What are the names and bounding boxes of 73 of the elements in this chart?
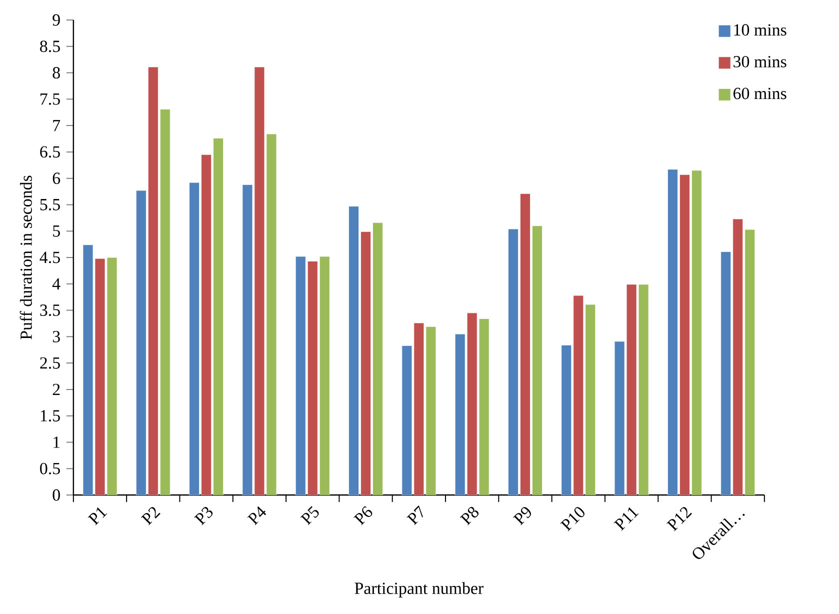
bar	[720, 251, 732, 495]
bar	[454, 334, 466, 495]
bar	[744, 229, 756, 495]
legend-label: 30 mins	[734, 56, 786, 68]
bar	[478, 318, 490, 495]
bar	[189, 182, 200, 495]
bar	[561, 344, 572, 495]
y-tick-label: 6.5	[40, 146, 60, 158]
bar	[466, 312, 478, 495]
y-tick-label: 8	[52, 67, 60, 78]
bar	[426, 326, 436, 495]
y-tick-label: 0.5	[40, 462, 60, 474]
y-tick-label: 2.5	[40, 357, 60, 369]
x-tick-label: P11	[614, 507, 639, 531]
bar	[360, 231, 371, 495]
x-tick-label: P3	[194, 507, 213, 526]
x-tick-label: P10	[560, 507, 584, 532]
y-axis-title: Puff duration in seconds	[20, 176, 32, 340]
bar	[520, 193, 530, 495]
bar	[319, 256, 330, 495]
bar	[254, 66, 265, 495]
y-tick-label: 3	[52, 330, 60, 342]
bar	[106, 257, 118, 495]
y-tick-label: 1	[54, 436, 60, 448]
legend-label: 10 mins	[734, 24, 786, 36]
y-tick-label: 8.5	[40, 40, 60, 52]
x-tick-label: P5	[300, 506, 319, 526]
bar	[732, 218, 744, 495]
x-tick-label: P7	[406, 505, 423, 526]
bar	[242, 184, 253, 495]
x-axis-title: Participant number	[354, 582, 484, 598]
x-tick-label: P6	[354, 506, 372, 526]
bar	[372, 222, 383, 495]
x-tick-label: P4	[247, 506, 266, 526]
y-tick-label: 7	[53, 120, 60, 132]
bar	[148, 66, 158, 495]
bar	[213, 138, 224, 495]
y-tick-label: 5	[53, 225, 60, 237]
bar	[692, 170, 702, 495]
x-tick-label: P1	[88, 507, 108, 526]
y-tick-label: 0	[52, 489, 60, 501]
y-tick-label: 2	[52, 384, 60, 396]
bar	[573, 295, 584, 495]
bar	[680, 174, 690, 495]
bar	[532, 226, 542, 495]
bar	[266, 134, 277, 495]
y-tick-label: 4.5	[40, 252, 60, 264]
x-tick-label: P12	[666, 507, 692, 532]
bar	[82, 244, 94, 495]
y-tick-label: 9	[52, 14, 60, 26]
y-tick-label: 7.5	[40, 93, 60, 105]
bar	[668, 169, 678, 495]
y-tick-label: 1.5	[40, 410, 60, 422]
bar	[508, 228, 518, 495]
bar	[348, 206, 359, 495]
bar	[136, 190, 146, 495]
x-tick-label: P9	[513, 507, 531, 526]
y-tick-label: 3.5	[40, 304, 60, 316]
bar	[638, 284, 649, 495]
y-tick-label: 5.5	[40, 199, 60, 210]
y-tick-label: 6	[52, 172, 60, 184]
bar	[160, 108, 170, 495]
legend-label: 60 mins	[734, 88, 786, 100]
bar	[94, 258, 106, 495]
x-tick-label: P2	[140, 507, 160, 526]
x-tick-label: P8	[460, 506, 479, 526]
bar	[614, 341, 625, 495]
bar	[626, 284, 637, 495]
bar	[201, 154, 212, 495]
y-tick-label: 4	[52, 278, 60, 290]
bar	[295, 256, 306, 495]
bar	[585, 304, 596, 495]
bar	[307, 260, 318, 495]
